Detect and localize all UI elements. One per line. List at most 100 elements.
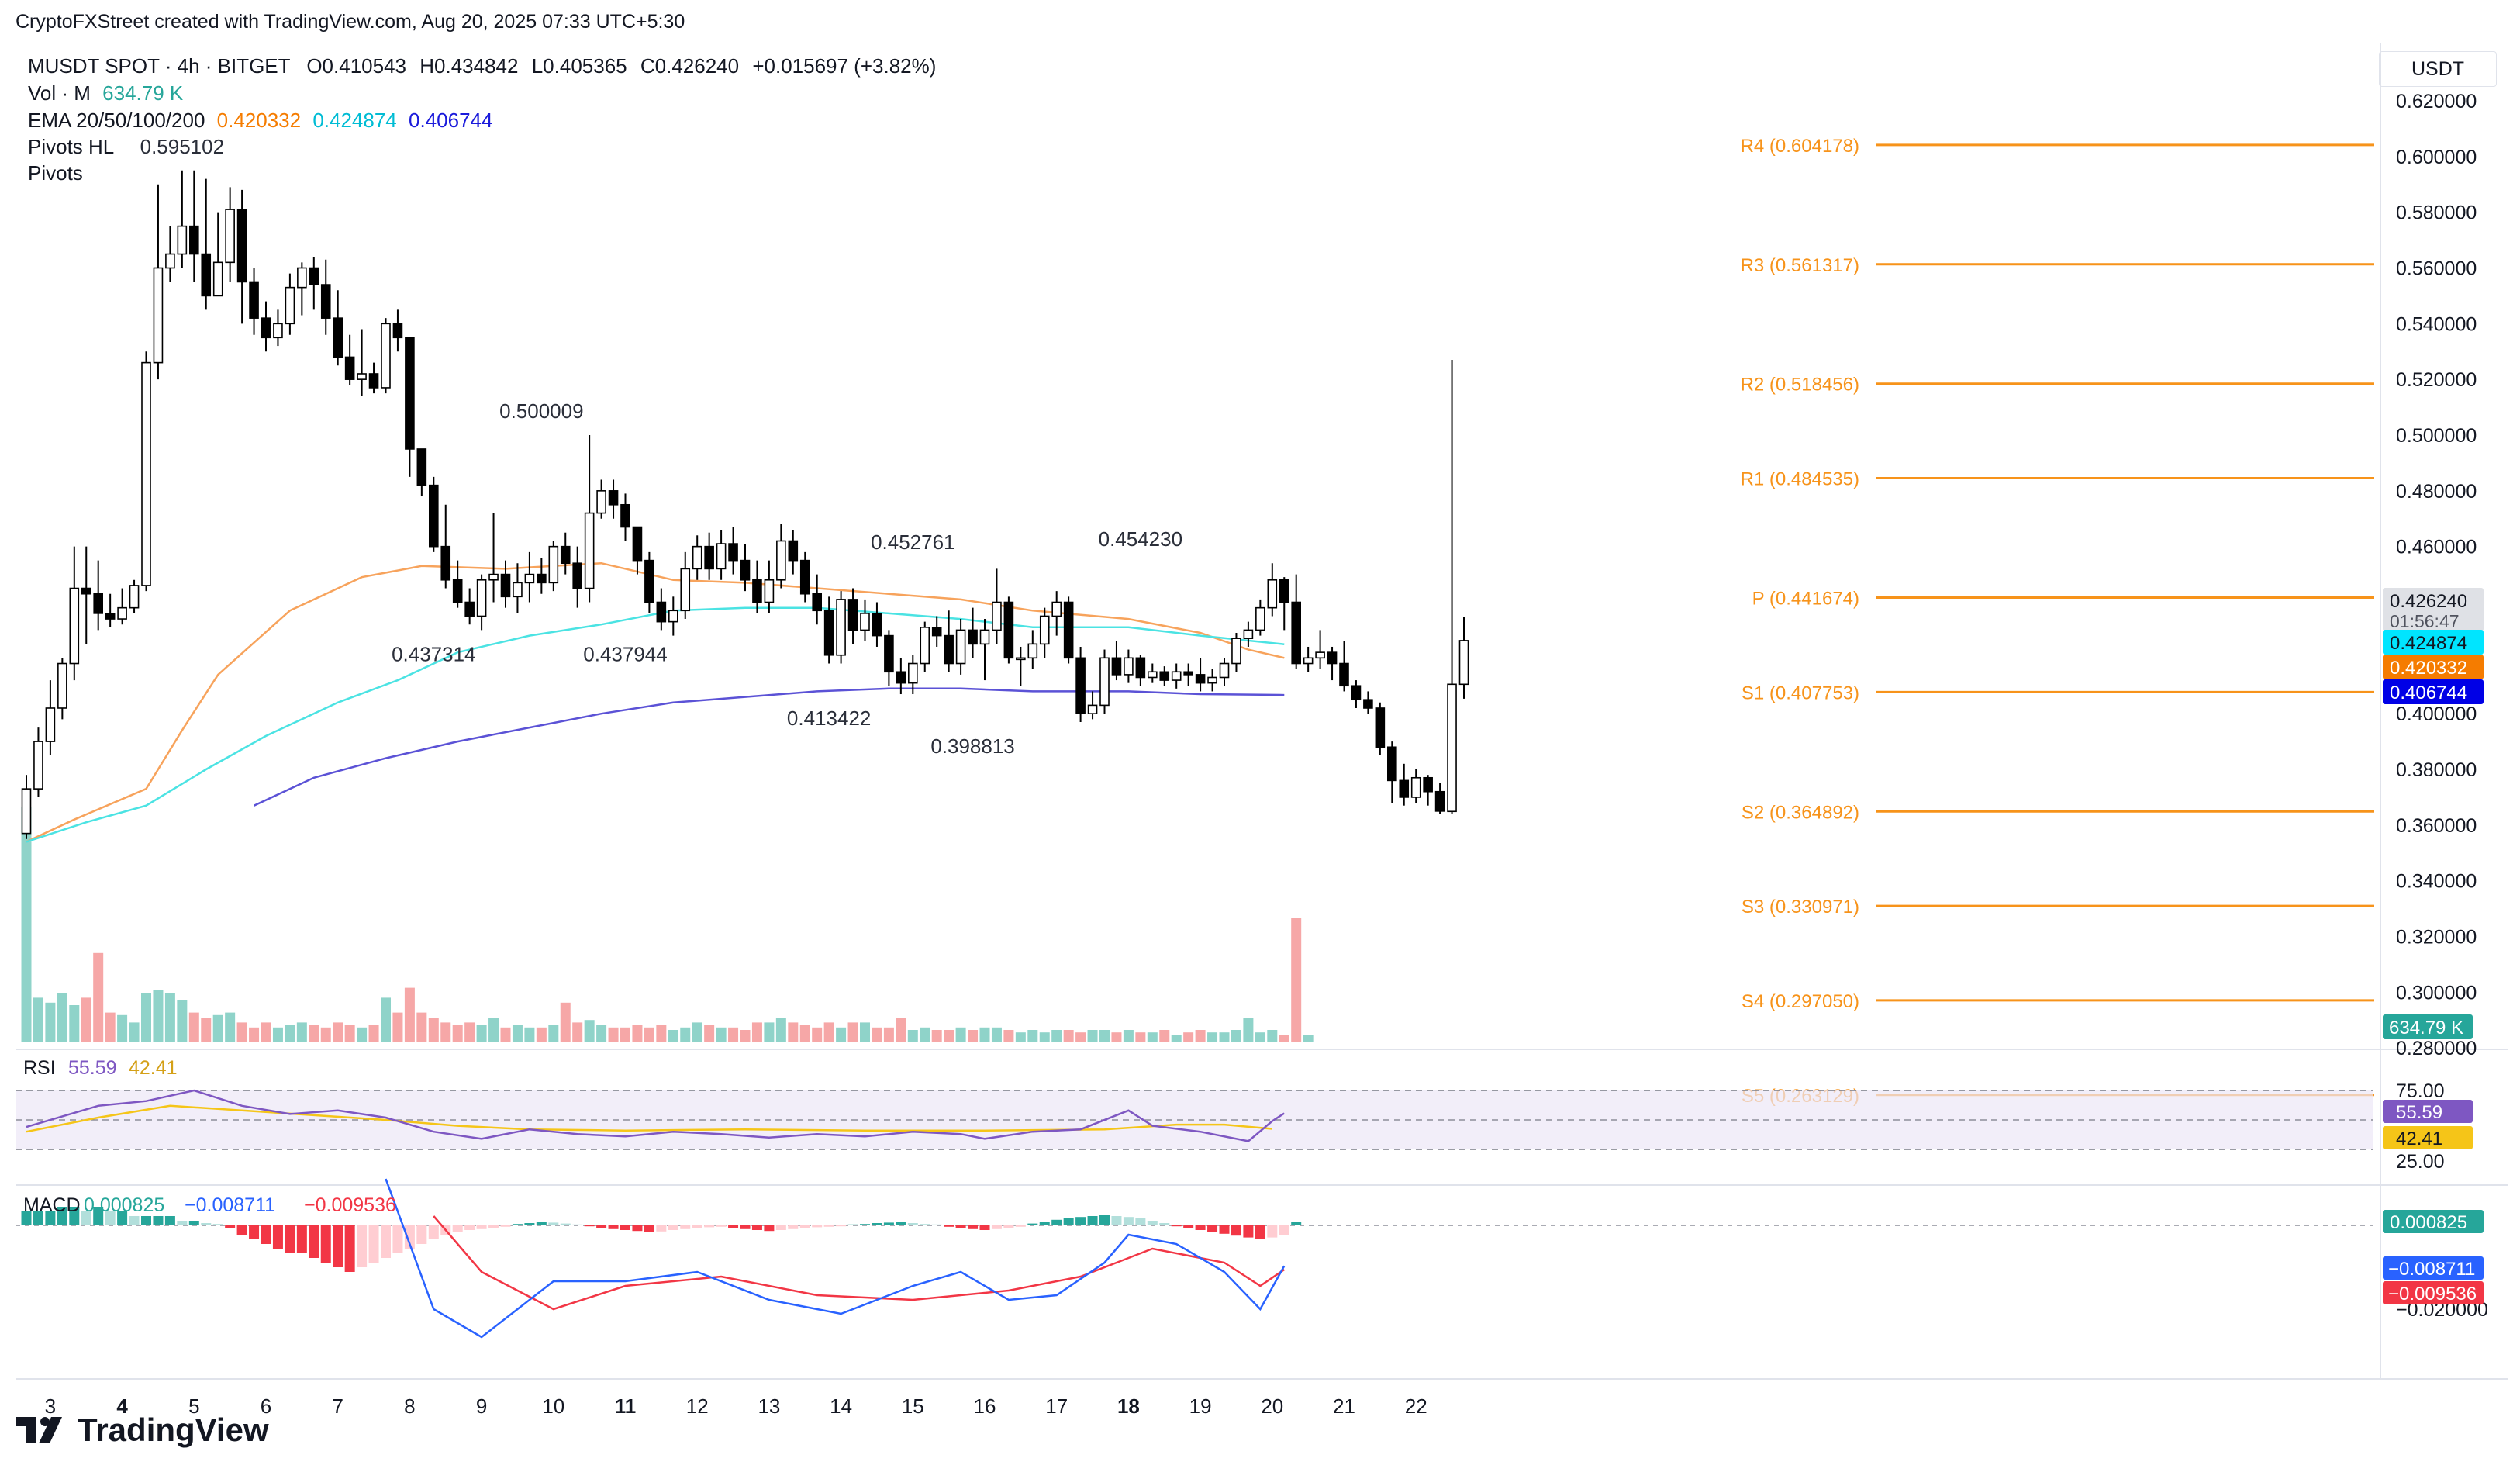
macd-histogram-bar bbox=[955, 1225, 966, 1228]
macd-histogram-bar bbox=[488, 1225, 499, 1228]
volume-bar bbox=[751, 1022, 762, 1042]
macd-histogram-bar bbox=[201, 1223, 212, 1225]
candle-body bbox=[381, 323, 391, 389]
ema50-legend-value: 0.424874 bbox=[312, 109, 397, 132]
volume-bar bbox=[896, 1018, 906, 1042]
pivot-label: S1 (0.407753) bbox=[1742, 682, 1859, 703]
time-tick: 17 bbox=[1045, 1394, 1068, 1418]
volume-bar bbox=[812, 1027, 823, 1042]
candle-body bbox=[1387, 746, 1397, 782]
price-tick: 0.620000 bbox=[2396, 91, 2477, 112]
volume-bar bbox=[476, 1025, 487, 1042]
volume-bar bbox=[883, 1027, 894, 1042]
candle-body bbox=[273, 323, 283, 339]
volume-bar bbox=[572, 1022, 583, 1042]
price-badge bbox=[2383, 630, 2484, 655]
macd-histogram-bar bbox=[357, 1225, 368, 1267]
time-tick: 13 bbox=[758, 1394, 780, 1418]
candle-body bbox=[1315, 651, 1325, 659]
price-badge-text: 0.420332 bbox=[2390, 658, 2467, 679]
candle-body bbox=[344, 356, 355, 380]
volume-bar bbox=[608, 1027, 619, 1042]
time-tick: 7 bbox=[332, 1394, 343, 1418]
candle-body bbox=[524, 573, 535, 584]
price-tick: 0.360000 bbox=[2396, 815, 2477, 837]
candle-body bbox=[608, 490, 619, 506]
time-tick: 14 bbox=[830, 1394, 852, 1418]
swing-label: 0.398813 bbox=[930, 734, 1014, 758]
candle-body bbox=[1423, 776, 1433, 793]
time-tick: 5 bbox=[188, 1394, 199, 1418]
candle-body bbox=[680, 568, 691, 612]
time-tick: 12 bbox=[686, 1394, 709, 1418]
macd-histogram-bar bbox=[799, 1225, 810, 1228]
macd-histogram-bar bbox=[464, 1225, 475, 1230]
macd-histogram-bar bbox=[1111, 1216, 1122, 1225]
pivots-hl-legend[interactable]: Pivots HL bbox=[28, 135, 115, 158]
time-tick: 15 bbox=[902, 1394, 924, 1418]
price-tick: 0.400000 bbox=[2396, 703, 2477, 725]
candle-body bbox=[1135, 657, 1146, 679]
price-tick: 0.500000 bbox=[2396, 425, 2477, 447]
pivots-legend[interactable]: Pivots bbox=[28, 161, 83, 185]
volume-bar bbox=[1147, 1032, 1158, 1042]
currency-selector[interactable]: USDT bbox=[2379, 51, 2497, 87]
candle-body bbox=[560, 545, 571, 565]
rsi-legend-value: 55.59 bbox=[68, 1057, 117, 1079]
candle-body bbox=[1291, 601, 1301, 665]
rsi-ma-badge-text: 42.41 bbox=[2396, 1128, 2442, 1149]
macd-hist-legend-value: −0.009536 bbox=[304, 1194, 396, 1216]
candle-body bbox=[1267, 579, 1278, 609]
macd-histogram-bar bbox=[452, 1225, 463, 1232]
time-tick: 11 bbox=[615, 1394, 637, 1418]
volume-bar bbox=[1051, 1030, 1062, 1042]
candle-body bbox=[297, 267, 307, 289]
volume-bar bbox=[548, 1025, 559, 1042]
pivot-label: R2 (0.518456) bbox=[1741, 375, 1859, 396]
volume-badge-text: 634.79 K bbox=[2389, 1018, 2463, 1038]
candle-body bbox=[596, 490, 606, 514]
candle-body bbox=[1243, 629, 1254, 639]
macd-histogram-bar bbox=[105, 1211, 116, 1225]
candle-body bbox=[476, 579, 487, 617]
macd-histogram-bar bbox=[344, 1225, 355, 1272]
macd-histogram-bar bbox=[680, 1225, 691, 1229]
macd-badge-text: 0.000825 bbox=[2390, 1212, 2467, 1233]
candle-body bbox=[584, 512, 595, 589]
macd-histogram-bar bbox=[764, 1225, 775, 1232]
candle-body bbox=[57, 662, 67, 709]
candle-body bbox=[1363, 699, 1373, 709]
volume-bar bbox=[153, 990, 164, 1042]
macd-histogram-bar bbox=[1159, 1223, 1170, 1225]
volume-bar bbox=[177, 1000, 188, 1042]
macd-histogram-bar bbox=[1063, 1218, 1074, 1225]
candle-body bbox=[860, 613, 870, 631]
volume-bar bbox=[261, 1022, 271, 1042]
macd-badge bbox=[2383, 1210, 2484, 1233]
candle-body bbox=[920, 627, 930, 665]
volume-bar bbox=[1195, 1030, 1206, 1042]
candle-body bbox=[464, 601, 475, 617]
symbol-name[interactable]: MUSDT SPOT · 4h · BITGET bbox=[28, 54, 291, 78]
candle-body bbox=[153, 267, 164, 364]
volume-bar bbox=[1027, 1030, 1038, 1042]
macd-histogram-bar bbox=[81, 1211, 91, 1225]
ema-legend[interactable]: EMA 20/50/100/200 0.420332 0.424874 0.40… bbox=[28, 109, 492, 133]
macd-histogram-bar bbox=[1075, 1217, 1086, 1225]
candle-body bbox=[1410, 776, 1421, 798]
macd-histogram-bar bbox=[141, 1216, 151, 1225]
ema50-line bbox=[26, 606, 1285, 843]
tradingview-logo[interactable]: TradingView bbox=[16, 1412, 269, 1448]
pivot-label: S2 (0.364892) bbox=[1742, 802, 1859, 823]
volume-bar bbox=[1111, 1032, 1122, 1042]
volume-legend[interactable]: Vol · M 634.79 K bbox=[28, 81, 183, 105]
swing-label: 0.452761 bbox=[871, 530, 954, 554]
price-tick: 0.540000 bbox=[2396, 313, 2477, 335]
macd-line bbox=[385, 1178, 1286, 1339]
macd-histogram-bar bbox=[536, 1222, 547, 1225]
rsi-badge-text: 55.59 bbox=[2396, 1102, 2442, 1123]
price-badge-text: 0.406744 bbox=[2390, 682, 2467, 703]
volume-bar bbox=[141, 993, 151, 1042]
macd-histogram-bar bbox=[333, 1225, 343, 1267]
